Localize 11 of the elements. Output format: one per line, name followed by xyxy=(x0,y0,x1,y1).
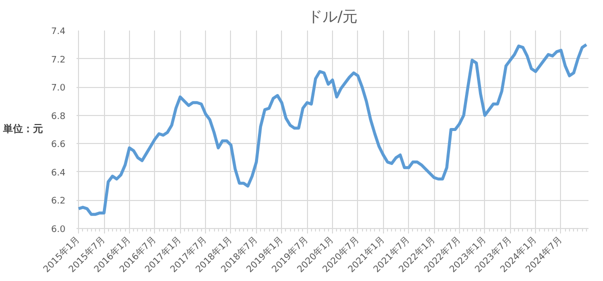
chart-title: ドル/元 xyxy=(307,8,358,26)
y-tick-label: 7.0 xyxy=(51,84,66,94)
y-axis-title: 単位：元 xyxy=(2,123,44,135)
y-tick-label: 6.0 xyxy=(51,225,66,235)
y-tick-label: 7.2 xyxy=(51,55,66,66)
y-tick-label: 6.6 xyxy=(51,140,66,150)
y-tick-label: 7.4 xyxy=(51,27,66,37)
line-series xyxy=(77,43,588,216)
y-tick-label: 6.4 xyxy=(51,168,66,178)
y-tick-label: 6.8 xyxy=(51,112,66,122)
y-tick-label: 6.2 xyxy=(51,196,66,207)
